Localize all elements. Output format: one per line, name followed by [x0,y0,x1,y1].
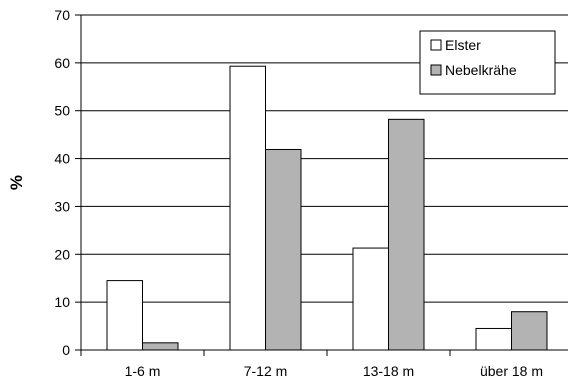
y-tick-label: 0 [62,342,70,358]
legend-swatch-nebelkr-he [430,64,442,76]
y-tick-label: 60 [54,55,70,71]
legend-box [419,30,556,95]
bar-elster-2 [352,247,389,351]
bar-nebelkr-he-1 [265,148,302,351]
bar-elster-0 [106,280,143,351]
x-tick-label: 1-6 m [125,363,161,379]
bar-nebelkr-he-3 [511,311,548,351]
y-tick-label: 30 [54,198,70,214]
bar-elster-3 [475,327,512,351]
legend-label: Nebelkrähe [445,62,517,78]
y-tick-label: 10 [54,294,70,310]
y-ticks: 0 10 20 30 40 50 60 70 [54,7,81,358]
x-tick-label: 13-18 m [363,363,414,379]
y-axis-title: % [7,175,26,190]
x-ticks: 1-6 m 7-12 m 13-18 m über 18 m [80,350,543,379]
legend-swatch-elster [430,39,442,51]
y-tick-label: 50 [54,103,70,119]
x-tick-label: über 18 m [480,363,543,379]
x-tick-label: 7-12 m [244,363,288,379]
y-tick-label: 40 [54,151,70,167]
bar-nebelkr-he-2 [388,118,425,351]
y-tick-label: 20 [54,246,70,262]
bar-elster-1 [229,65,266,351]
bars [106,65,548,351]
y-tick-label: 70 [54,7,70,23]
legend: Elster Nebelkrähe [419,30,556,95]
legend-label: Elster [445,37,481,53]
grid-lines [81,14,568,303]
bar-nebelkr-he-0 [142,342,179,351]
